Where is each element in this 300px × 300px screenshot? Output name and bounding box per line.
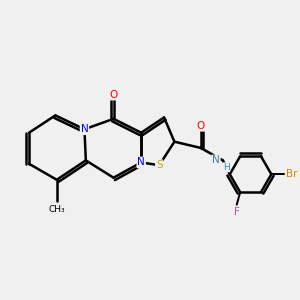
Text: F: F bbox=[234, 207, 240, 218]
Text: O: O bbox=[196, 121, 205, 131]
Text: S: S bbox=[156, 160, 163, 170]
Text: Br: Br bbox=[286, 169, 297, 179]
Text: O: O bbox=[110, 90, 118, 100]
Text: N: N bbox=[137, 158, 145, 167]
Text: N: N bbox=[81, 124, 88, 134]
Text: CH₃: CH₃ bbox=[48, 206, 65, 214]
Text: H: H bbox=[223, 163, 230, 172]
Text: N: N bbox=[212, 155, 220, 165]
